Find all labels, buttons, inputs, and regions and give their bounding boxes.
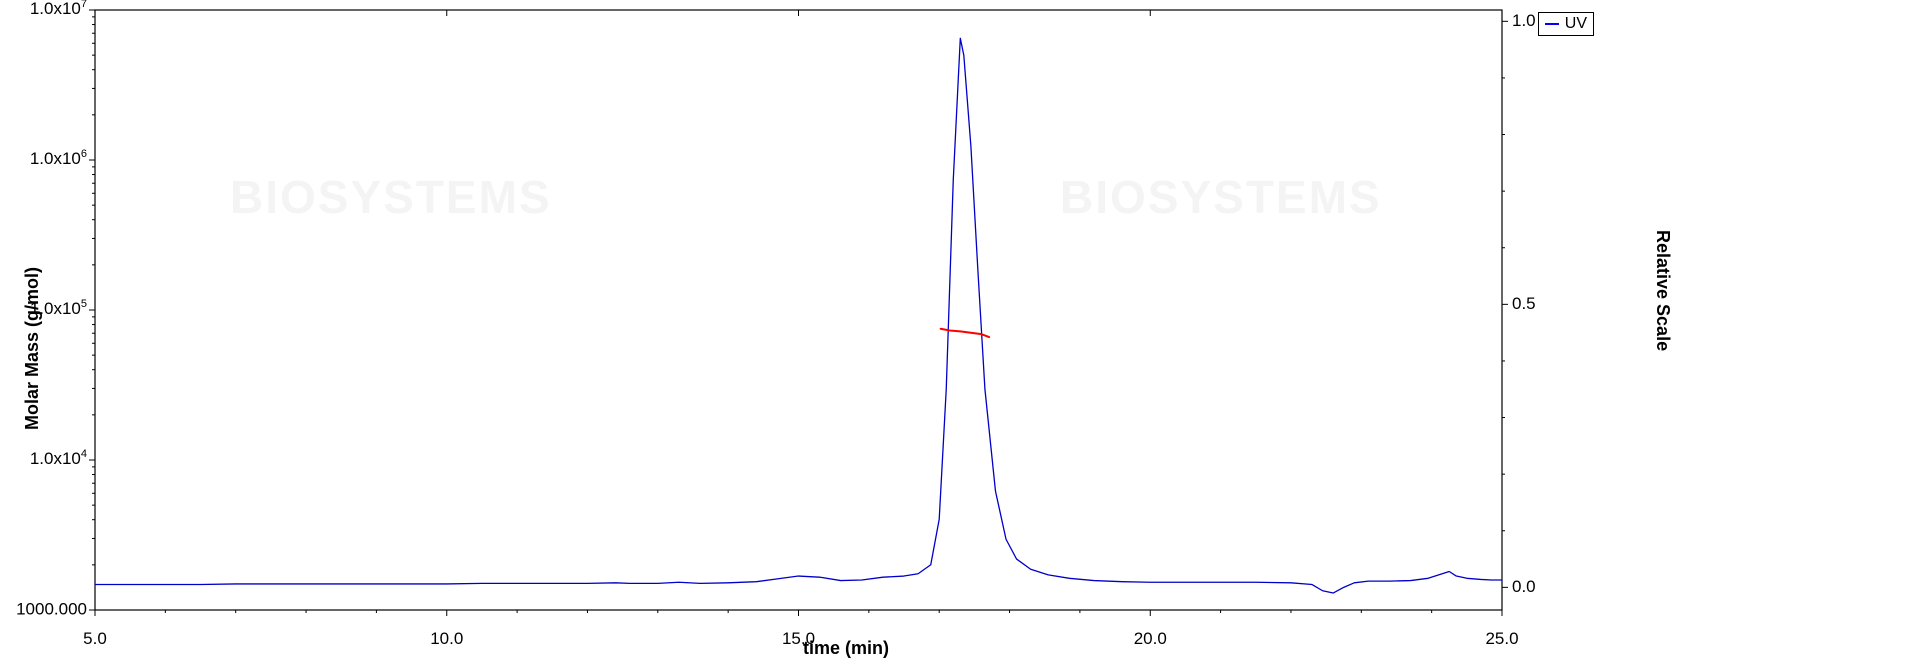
svg-text:1.0x104: 1.0x104 [30,448,87,469]
svg-text:1.0x106: 1.0x106 [30,148,87,169]
svg-text:0.0: 0.0 [1512,577,1536,596]
x-axis-label: time (min) [0,638,1692,659]
legend-marker-uv [1545,23,1559,25]
svg-text:1000.000: 1000.000 [16,599,87,618]
legend: UV [1538,12,1594,36]
chart-container: BIOSYSTEMS BIOSYSTEMS 5.010.015.020.025.… [0,0,1920,672]
y-right-axis-label: Relative Scale [1652,230,1673,351]
svg-text:0.5: 0.5 [1512,294,1536,313]
legend-label-uv: UV [1565,15,1587,33]
y-left-axis-label: Molar Mass (g/mol) [22,267,43,430]
svg-text:1.0: 1.0 [1512,11,1536,30]
svg-text:1.0x107: 1.0x107 [30,0,87,18]
chart-svg: 5.010.015.020.025.01000.0001.0x1041.0x10… [0,0,1920,672]
